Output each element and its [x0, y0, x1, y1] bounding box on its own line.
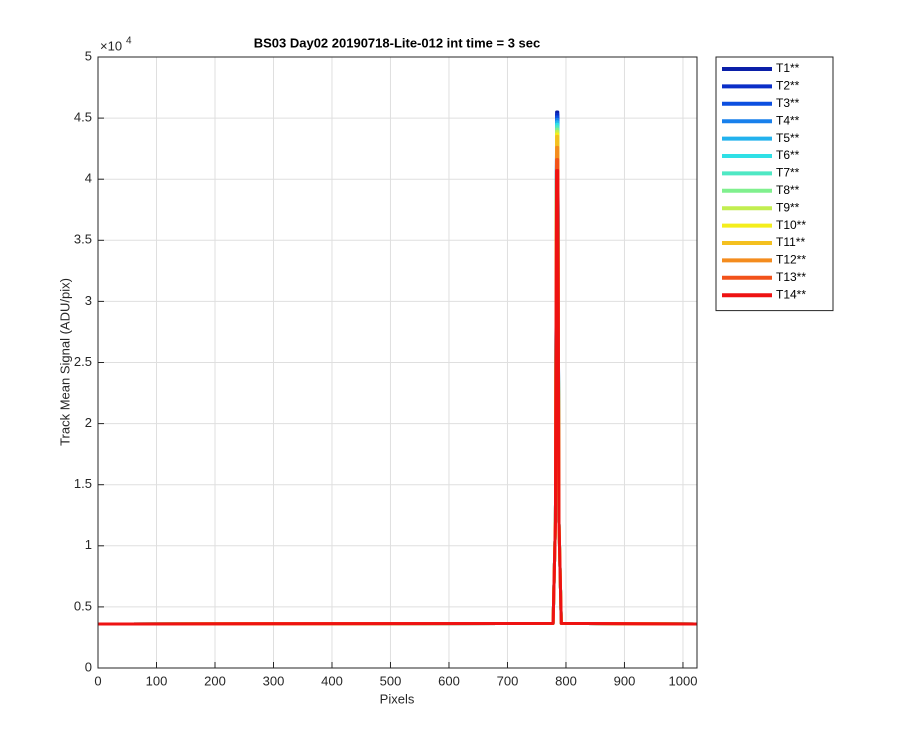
- legend-label: T2**: [776, 79, 800, 93]
- legend-label: T5**: [776, 131, 800, 145]
- legend-label: T7**: [776, 166, 800, 180]
- legend-label: T12**: [776, 253, 806, 267]
- x-tick-label: 600: [438, 673, 460, 688]
- series-line: [97, 169, 698, 626]
- y-tick-label: 4.5: [74, 110, 92, 125]
- series-line: [97, 127, 698, 626]
- y-tick-label: 2: [85, 415, 92, 430]
- y-tick-label: 0: [85, 659, 92, 674]
- series-line: [97, 120, 698, 626]
- series-line: [97, 110, 698, 626]
- y-tick-label: 1: [85, 537, 92, 552]
- x-tick-label: 100: [146, 673, 168, 688]
- legend-label: T13**: [776, 270, 806, 284]
- y-tick-label: 1.5: [74, 476, 92, 491]
- y-tick-label: 0.5: [74, 598, 92, 613]
- y-tick-label: 4: [85, 171, 92, 186]
- series-line: [97, 125, 698, 626]
- series-line: [97, 145, 698, 626]
- x-tick-label: 800: [555, 673, 577, 688]
- legend-label: T9**: [776, 200, 800, 214]
- x-tick-label: 500: [380, 673, 402, 688]
- legend-label: T10**: [776, 218, 806, 232]
- x-tick-label: 400: [321, 673, 343, 688]
- x-tick-label: 700: [497, 673, 519, 688]
- legend-label: T11**: [776, 235, 805, 249]
- series-line: [97, 132, 698, 626]
- y-tick-label: 2.5: [74, 354, 92, 369]
- y-multiplier: ×10: [100, 38, 122, 53]
- y-tick-label: 3.5: [74, 232, 92, 247]
- series-line: [97, 115, 698, 626]
- legend-label: T1**: [776, 61, 800, 75]
- legend-label: T3**: [776, 96, 800, 110]
- x-tick-label: 0: [94, 673, 101, 688]
- x-tick-label: 300: [263, 673, 285, 688]
- x-tick-label: 200: [204, 673, 226, 688]
- legend-label: T8**: [776, 183, 800, 197]
- legend-box: [715, 56, 834, 312]
- y-tick-label: 3: [85, 293, 92, 308]
- y-multiplier-exponent: 4: [126, 36, 132, 47]
- x-tick-label: 900: [614, 673, 636, 688]
- series-line: [97, 130, 698, 626]
- legend-label: T14**: [776, 287, 806, 301]
- x-tick-label: 1000: [669, 673, 698, 688]
- series-line: [97, 158, 698, 626]
- series-line: [97, 122, 698, 626]
- legend-label: T4**: [776, 113, 800, 127]
- plot-frame: [97, 56, 698, 669]
- series-line: [97, 134, 698, 626]
- x-axis-label: Pixels: [380, 691, 415, 706]
- series-line: [97, 112, 698, 626]
- y-axis-label: Track Mean Signal (ADU/pix): [57, 278, 72, 446]
- chart-title: BS03 Day02 20190718-Lite-012 int time = …: [254, 35, 541, 50]
- legend-label: T6**: [776, 148, 800, 162]
- y-tick-label: 5: [85, 48, 92, 63]
- series-line: [97, 117, 698, 626]
